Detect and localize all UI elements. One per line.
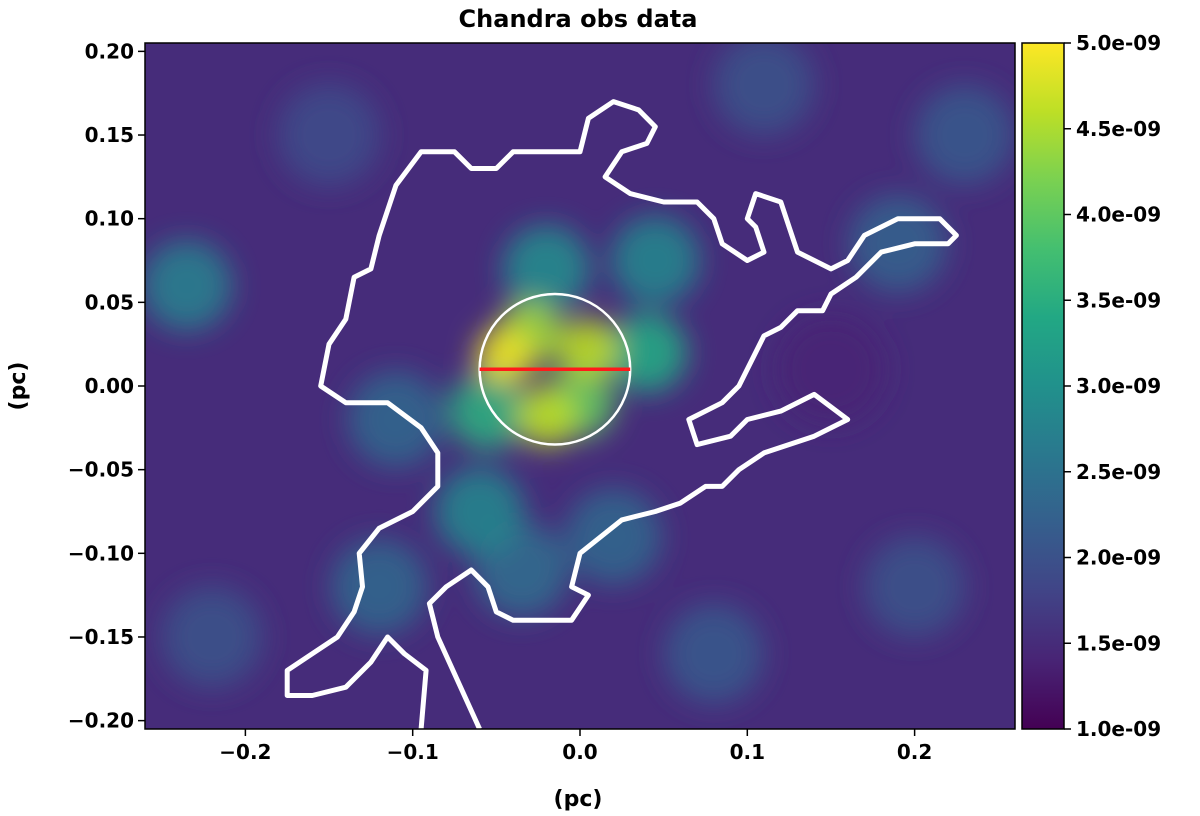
colorbar-tick-label: 4.0e-09 xyxy=(1076,203,1161,227)
intensity-peak xyxy=(347,371,445,468)
intensity-peak xyxy=(915,85,1015,185)
intensity-peak xyxy=(145,240,233,331)
y-tick-label: −0.20 xyxy=(68,709,134,733)
intensity-peak xyxy=(713,43,815,136)
colorbar: 5.0e-09 4.5e-09 4.0e-09 3.5e-09 3.0e-09 2.5e-… xyxy=(1021,31,1161,741)
colorbar-gradient xyxy=(1021,42,1065,730)
heatmap xyxy=(145,43,1015,729)
intensity-peak xyxy=(475,327,534,385)
y-tick-label: 0.05 xyxy=(85,290,134,314)
intensity-peak xyxy=(775,314,886,425)
x-tick-label: −0.2 xyxy=(219,740,271,764)
y-tick-label: −0.05 xyxy=(68,458,134,482)
intensity-peak xyxy=(565,488,662,585)
intensity-peak xyxy=(435,466,525,556)
colorbar-tick-label: 2.0e-09 xyxy=(1076,546,1161,570)
intensity-peak xyxy=(277,83,381,187)
x-tick-label: 0.0 xyxy=(562,740,597,764)
colorbar-tick-label: 1.0e-09 xyxy=(1076,717,1161,741)
colorbar-tick-label: 2.5e-09 xyxy=(1076,460,1161,484)
intensity-peak xyxy=(502,225,591,313)
colorbar-tick-label: 1.5e-09 xyxy=(1076,631,1161,655)
intensity-peak xyxy=(664,603,764,704)
intensity-peak xyxy=(161,586,263,688)
colorbar-tick-label: 3.0e-09 xyxy=(1076,374,1161,398)
x-tick-label: 0.1 xyxy=(730,740,765,764)
x-tick-label: 0.2 xyxy=(897,740,932,764)
y-tick-label: 0.20 xyxy=(85,39,134,63)
y-axis-label: (pc) xyxy=(6,362,31,411)
y-tick-label: 0.00 xyxy=(85,374,134,398)
chart-title: Chandra obs data xyxy=(459,5,698,33)
intensity-peak xyxy=(606,312,687,393)
y-tick-label: −0.15 xyxy=(68,625,134,649)
colorbar-tick-label: 3.5e-09 xyxy=(1076,288,1161,312)
intensity-peak xyxy=(557,318,620,381)
colorbar-axis: 5.0e-09 4.5e-09 4.0e-09 3.5e-09 3.0e-09 2.5e-… xyxy=(1064,31,1161,741)
colorbar-tick-label: 4.5e-09 xyxy=(1076,117,1161,141)
y-axis: 0.20 0.15 0.10 0.05 0.00 −0.05 −0.10 −0.15 −0.20 xyxy=(68,39,145,733)
intensity-peak xyxy=(448,371,528,451)
y-tick-label: 0.15 xyxy=(85,123,134,147)
contour-line xyxy=(284,99,959,729)
intensity-peak xyxy=(515,385,578,448)
x-tick-label: −0.1 xyxy=(387,740,439,764)
x-axis-label: (pc) xyxy=(554,787,603,812)
intensity-peak xyxy=(610,216,700,306)
x-axis: −0.2 −0.1 0.0 0.1 0.2 xyxy=(219,729,932,764)
y-tick-label: 0.10 xyxy=(85,207,134,231)
colorbar-tick-label: 5.0e-09 xyxy=(1076,31,1161,55)
intensity-peak xyxy=(864,536,966,638)
y-tick-label: −0.10 xyxy=(68,541,134,565)
